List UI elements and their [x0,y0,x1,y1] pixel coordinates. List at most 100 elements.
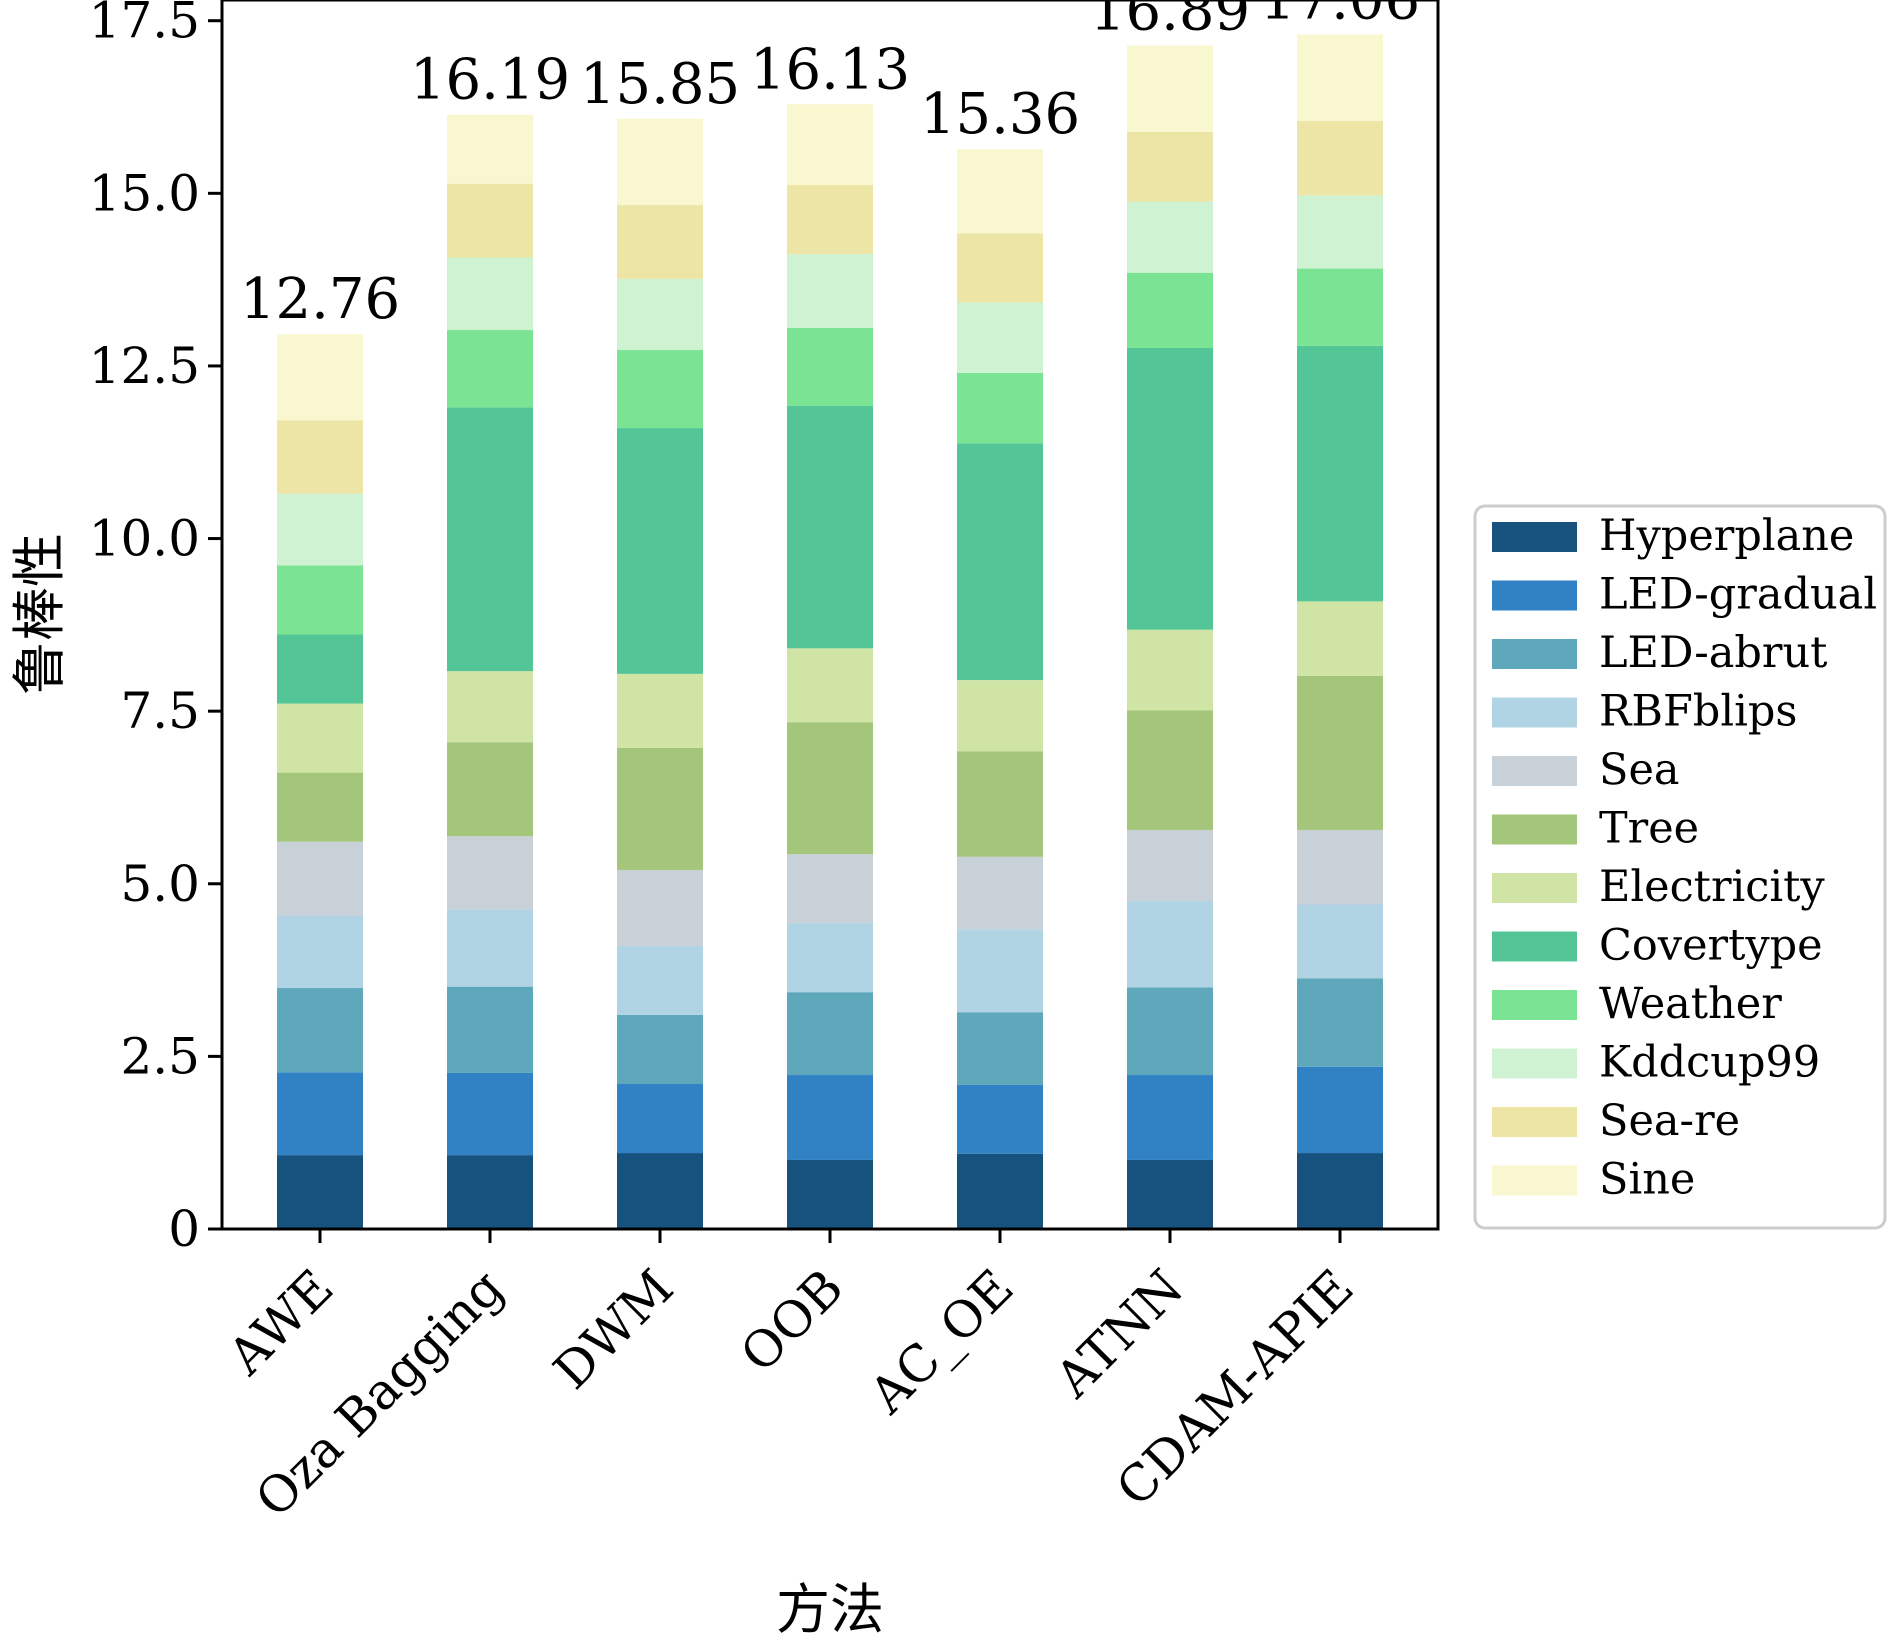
bar-segment-kddcup99 [1297,195,1383,269]
x-axis-title: 方法 [776,1578,884,1639]
x-tick-label: DWM [543,1258,685,1400]
y-tick-label: 15.0 [89,164,200,222]
bar-segment-electricity [617,673,703,748]
bar-segment-sea [1297,829,1383,905]
y-tick-label: 7.5 [120,682,200,740]
bar-segment-sine [1297,34,1383,121]
total-label: 16.19 [410,48,570,113]
bar-segment-sea [787,854,873,924]
bar-segment-electricity [787,648,873,723]
y-tick-label: 10.0 [89,510,200,568]
bar-segment-kddcup99 [277,493,363,566]
bar-segment-sea [447,836,533,910]
bar-segment-sine [617,118,703,206]
bar-segment-covertype [787,405,873,649]
legend-label: Electricity [1599,862,1825,912]
bar-segment-sea-re [787,185,873,255]
bar-segment-weather [447,330,533,408]
bar-segment-weather [1297,268,1383,346]
legend-label: Sea [1599,745,1680,795]
bar-segment-electricity [277,703,363,773]
legend-swatch [1492,931,1577,962]
bar-segment-led-gradual [1297,1066,1383,1154]
bar-segment-tree [957,751,1043,857]
bar-segment-tree [617,747,703,870]
bar-segment-sine [957,149,1043,234]
legend-swatch [1492,1165,1577,1196]
bar-segment-covertype [1127,347,1213,630]
bar-segment-led-abrut [617,1014,703,1085]
bar-segment-tree [447,742,533,837]
bar-segment-sine [1127,45,1213,132]
bar-segment-electricity [957,680,1043,752]
bar-segment-hyperplane [447,1155,533,1229]
legend-label: Weather [1599,979,1782,1029]
legend-label: LED-abrut [1599,628,1827,678]
legend-label: RBFblips [1599,687,1797,737]
bar-segment-weather [277,565,363,635]
bar-segment-sine [787,104,873,186]
y-axis-title: 鲁棒性 [8,533,71,695]
legend-frame [1473,504,1887,1230]
total-label: 12.76 [240,267,400,332]
bar-segment-covertype [957,443,1043,681]
bar-segment-hyperplane [957,1153,1043,1229]
bar-segment-covertype [1297,345,1383,602]
legend-label: Covertype [1599,921,1823,971]
y-tick-label: 17.5 [89,0,200,50]
y-tick-label: 0 [168,1200,200,1258]
bar-segment-led-abrut [787,992,873,1076]
bar-segment-covertype [447,407,533,672]
y-tick-label: 2.5 [120,1027,200,1085]
bar-segment-sea-re [1297,120,1383,196]
legend-label: Tree [1599,804,1699,854]
legend-swatch [1492,580,1577,611]
legend-swatch [1492,873,1577,903]
bar-segment-weather [617,350,703,429]
bar-segment-electricity [1127,629,1213,711]
bar-segment-rbfblips [1297,904,1383,979]
y-axis: 0 2.5 5.0 7.5 10.0 12.5 15.0 17.5 [89,0,222,1258]
bar-segment-sea-re [617,205,703,279]
x-tick-label: ATNN [1044,1258,1195,1409]
bars-layer [277,34,1383,1229]
bar-segment-hyperplane [277,1155,363,1229]
legend-swatch [1492,1048,1577,1079]
y-tick-label: 12.5 [89,337,200,395]
bar-segment-kddcup99 [447,257,533,331]
bar-segment-electricity [1297,601,1383,676]
bar-segment-led-gradual [277,1072,363,1156]
bar-segment-kddcup99 [787,254,873,328]
bar-segment-led-abrut [277,988,363,1073]
bar-segment-sine [277,334,363,421]
total-label: 17.06 [1260,0,1420,33]
bar-segment-rbfblips [447,909,533,987]
legend-swatch [1492,522,1577,552]
bar-segment-led-gradual [787,1075,873,1160]
bar-segment-hyperplane [787,1159,873,1229]
total-label: 15.85 [580,52,740,117]
bar-segment-rbfblips [787,923,873,993]
total-label: 16.89 [1090,0,1250,44]
bar-segment-rbfblips [277,915,363,989]
bar-segment-sea-re [447,183,533,258]
bar-segment-sea-re [1127,131,1213,202]
bar-segment-led-gradual [447,1072,533,1156]
bar-segment-tree [1127,710,1213,830]
legend-swatch [1492,639,1577,669]
bar-segment-kddcup99 [957,302,1043,373]
bar-segment-led-abrut [957,1012,1043,1085]
legend-label: Sine [1599,1155,1695,1205]
bar-segment-led-abrut [447,986,533,1073]
legend-label: Hyperplane [1599,511,1854,561]
bar-segment-tree [1297,675,1383,830]
bar-segment-covertype [277,634,363,704]
bar-segment-weather [1127,272,1213,348]
bar-segment-sea [277,841,363,916]
x-tick-label: AC_OE [858,1258,1025,1425]
bar-segment-weather [957,372,1043,444]
bar-segment-weather [787,327,873,406]
x-tick-label: AWE [217,1258,345,1386]
